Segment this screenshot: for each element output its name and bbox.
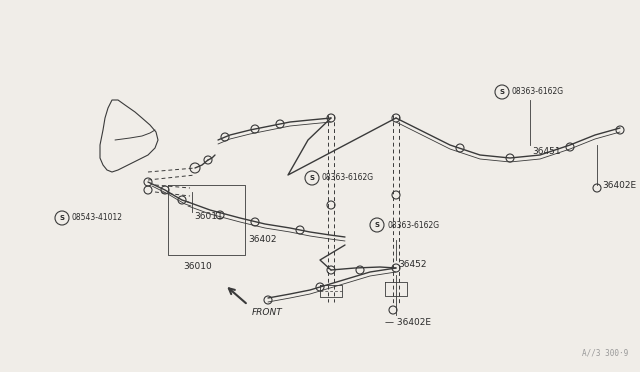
- Text: S: S: [374, 222, 380, 228]
- Text: S: S: [60, 215, 65, 221]
- Text: 36452: 36452: [398, 260, 426, 269]
- Text: 36011: 36011: [194, 212, 223, 221]
- Text: 08363-6162G: 08363-6162G: [322, 173, 374, 183]
- Text: 08543-41012: 08543-41012: [72, 214, 123, 222]
- Text: 08363-6162G: 08363-6162G: [512, 87, 564, 96]
- Text: 36451: 36451: [532, 147, 561, 156]
- Text: 36010: 36010: [184, 262, 212, 271]
- Text: S: S: [310, 175, 314, 181]
- Text: — 36402E: — 36402E: [385, 318, 431, 327]
- Text: 08363-6162G: 08363-6162G: [387, 221, 439, 230]
- Text: FRONT: FRONT: [252, 308, 283, 317]
- Text: 36402E: 36402E: [602, 180, 636, 189]
- Text: S: S: [499, 89, 504, 95]
- Text: A//3 300·9: A//3 300·9: [582, 349, 628, 358]
- Text: 36402: 36402: [248, 235, 276, 244]
